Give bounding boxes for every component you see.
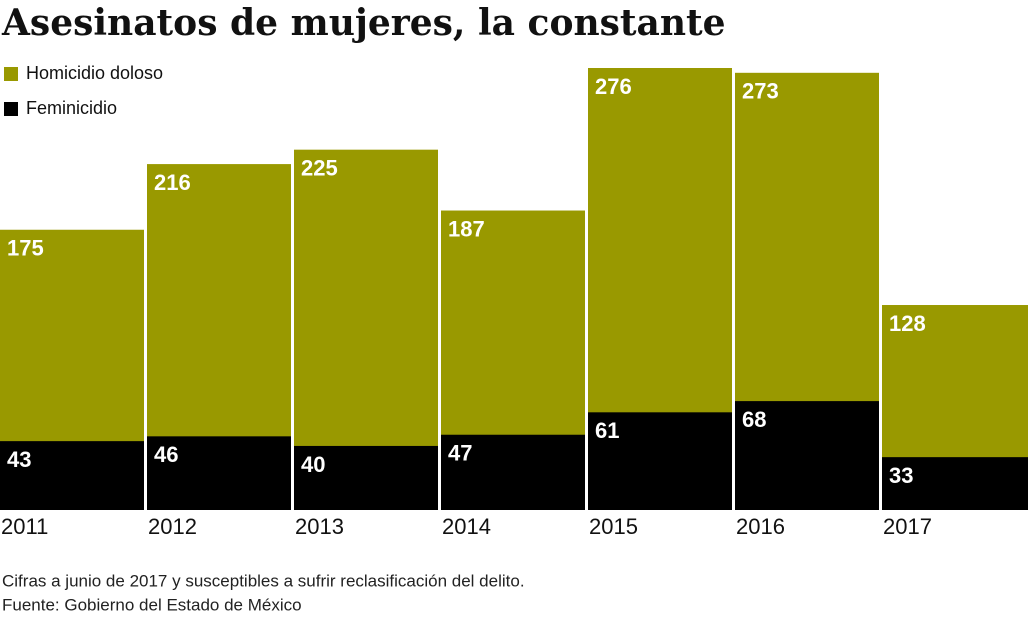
value-label: 276	[595, 74, 632, 99]
x-tick-label: 2011	[1, 514, 48, 539]
value-label: 216	[154, 170, 191, 195]
value-label: 43	[7, 447, 31, 472]
x-tick-label: 2013	[295, 514, 344, 539]
value-label: 47	[448, 441, 472, 466]
x-tick-label: 2016	[736, 514, 785, 539]
value-label: 187	[448, 216, 485, 241]
value-label: 46	[154, 442, 178, 467]
value-label: 40	[301, 452, 325, 477]
x-tick-label: 2012	[148, 514, 197, 539]
x-tick-label: 2014	[442, 514, 491, 539]
bar	[441, 434, 585, 510]
chart-title: Asesinatos de mujeres, la constante	[1, 2, 726, 44]
value-label: 175	[7, 236, 44, 261]
footnote: Cifras a junio de 2017 y susceptibles a …	[2, 571, 525, 590]
bar	[0, 441, 144, 510]
bar	[147, 436, 291, 510]
bar	[735, 401, 879, 510]
x-tick-label: 2017	[883, 514, 932, 539]
legend-swatch	[4, 67, 18, 81]
value-label: 33	[889, 463, 913, 488]
bar	[588, 412, 732, 510]
value-label: 68	[742, 407, 766, 432]
legend-swatch	[4, 102, 18, 116]
value-label: 273	[742, 79, 779, 104]
value-label: 61	[595, 418, 619, 443]
source: Fuente: Gobierno del Estado de México	[2, 595, 302, 614]
value-label: 225	[301, 155, 338, 180]
value-label: 128	[889, 311, 926, 336]
bar	[294, 445, 438, 510]
bar	[882, 457, 1028, 510]
x-tick-label: 2015	[589, 514, 638, 539]
legend-label: Homicidio doloso	[26, 63, 163, 83]
legend-label: Feminicidio	[26, 98, 117, 118]
